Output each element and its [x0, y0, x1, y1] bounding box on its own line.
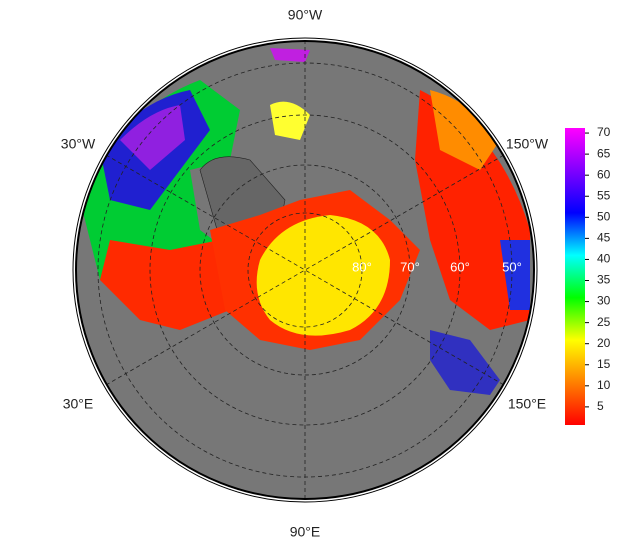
longitude-label: 90°W: [288, 7, 323, 23]
colorbar: [565, 128, 585, 425]
map-border: [72, 37, 538, 503]
longitude-label: 150°E: [508, 396, 546, 412]
latitude-circle: [149, 114, 461, 426]
longitude-label: 150°W: [506, 136, 549, 152]
field-region: [100, 240, 250, 330]
latitude-label: 60°: [450, 259, 470, 274]
field-region: [430, 90, 500, 170]
colorbar-tick-label: 45: [597, 231, 611, 245]
colorbar-tick-label: 35: [597, 273, 611, 287]
latitude-label: 70°: [400, 259, 420, 274]
field-region: [270, 48, 310, 62]
colorbar-tick-label: 60: [597, 167, 611, 181]
colorbar-tick-label: 30: [597, 294, 611, 308]
colorbar-tick-label: 25: [597, 315, 611, 329]
field-region: [500, 240, 530, 310]
colorbar-tick-label: 65: [597, 146, 611, 160]
longitude-label: 30°E: [63, 396, 94, 412]
latitude-circle: [199, 164, 411, 376]
field-region: [270, 101, 310, 140]
longitude-label: 90°E: [290, 524, 321, 540]
field-region: [120, 105, 185, 170]
map-disk: [76, 41, 534, 499]
colorbar-tick-label: 55: [597, 188, 611, 202]
latitude-label: 50°: [502, 259, 522, 274]
colorbar-tick-label: 5: [597, 399, 604, 413]
longitude-label: 30°W: [61, 136, 96, 152]
colorbar-tick-label: 50: [597, 209, 611, 223]
latitude-label: 80°: [352, 259, 372, 274]
colorbar-tick-label: 40: [597, 252, 611, 266]
colorbar-tick-label: 10: [597, 378, 611, 392]
colorbar-tick-label: 70: [597, 125, 611, 139]
map-border: [75, 40, 535, 500]
latitude-circle: [247, 212, 363, 328]
colorbar-tick-label: 20: [597, 336, 611, 350]
colorbar-tick-label: 15: [597, 357, 611, 371]
